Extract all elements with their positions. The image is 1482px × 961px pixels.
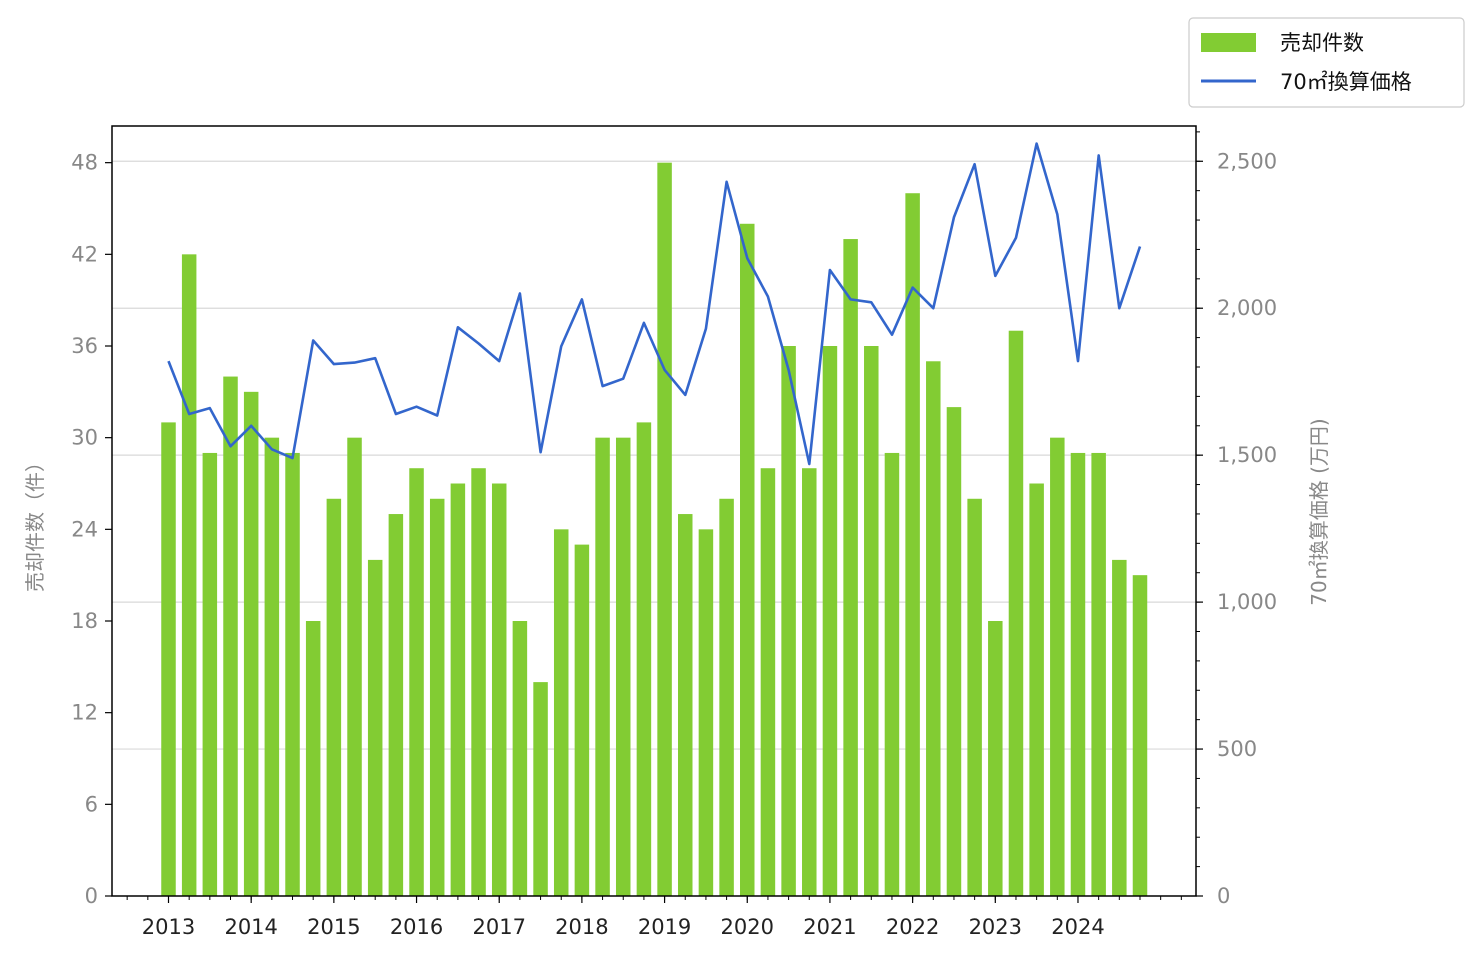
y-left-tick-label-4: 24 (71, 517, 98, 541)
bar-35 (884, 452, 900, 896)
x-tick-label-4: 2017 (472, 915, 525, 939)
bar-40 (988, 621, 1003, 896)
bar-31 (802, 468, 817, 896)
bar-27 (719, 498, 734, 896)
bar-44 (1070, 452, 1086, 896)
y-right-tick-label-1: 500 (1217, 737, 1257, 761)
bar-10 (367, 559, 383, 896)
y-left-tick-label-7: 42 (71, 242, 98, 266)
bar-25 (678, 514, 693, 896)
x-tick-label-6: 2019 (638, 915, 691, 939)
bar-36 (905, 193, 920, 896)
bar-15 (471, 468, 486, 896)
y-left-tick-label-6: 36 (71, 334, 98, 358)
legend-box (1188, 17, 1465, 108)
bar-42 (1029, 483, 1044, 896)
bar-0 (161, 422, 176, 896)
bar-13 (429, 498, 445, 896)
legend-label-sales-count: 売却件数 (1280, 31, 1364, 55)
bar-22 (615, 437, 631, 896)
legend-label-price: 70㎡換算価格 (1280, 70, 1412, 94)
bar-34 (864, 346, 879, 896)
y-right-tick-label-3: 1,500 (1217, 443, 1277, 467)
x-tick-label-2: 2015 (307, 915, 360, 939)
bar-16 (491, 483, 507, 896)
bar-45 (1091, 452, 1106, 896)
price-line (167, 142, 1142, 466)
bar-47 (1132, 575, 1148, 896)
bar-9 (347, 437, 362, 896)
bar-23 (636, 422, 652, 896)
bar-46 (1112, 559, 1127, 896)
y-right-tick-label-5: 2,500 (1217, 149, 1277, 173)
bar-20 (574, 544, 590, 896)
x-tick-label-7: 2020 (721, 915, 774, 939)
bar-7 (305, 621, 321, 896)
bar-24 (657, 162, 672, 896)
bar-28 (740, 223, 755, 896)
bar-8 (326, 498, 342, 896)
bar-26 (698, 529, 714, 896)
bar-12 (409, 468, 424, 896)
plot-frame (111, 125, 1197, 897)
bar-32 (822, 346, 838, 896)
y-left-tick-label-8: 48 (71, 151, 98, 175)
x-tick-label-8: 2021 (803, 915, 856, 939)
bar-38 (946, 407, 962, 896)
bar-series-sales-count (161, 162, 1148, 897)
bar-43 (1050, 437, 1065, 896)
x-tick-label-9: 2022 (886, 915, 939, 939)
y-right-tick-label-4: 2,000 (1217, 296, 1277, 320)
x-tick-label-0: 2013 (142, 915, 195, 939)
x-tick-label-5: 2018 (555, 915, 608, 939)
y-right-tick-label-0: 0 (1217, 884, 1230, 908)
bar-33 (843, 239, 858, 897)
bar-11 (388, 514, 404, 896)
bar-3 (223, 376, 238, 896)
y-right-tick-label-2: 1,000 (1217, 590, 1277, 614)
legend: 売却件数 70㎡換算価格 (1188, 17, 1465, 108)
y-left-tick-label-3: 18 (71, 609, 98, 633)
y-left-tick-label-0: 0 (85, 884, 98, 908)
bar-4 (243, 391, 259, 896)
line-series-price (167, 142, 1142, 466)
x-tick-label-1: 2014 (224, 915, 277, 939)
bar-29 (760, 468, 776, 896)
bar-39 (967, 498, 982, 896)
bar-41 (1008, 330, 1024, 896)
legend-bar-swatch (1201, 33, 1256, 52)
bar-2 (202, 452, 218, 896)
bar-21 (595, 437, 610, 896)
bar-19 (553, 529, 569, 896)
bar-37 (926, 361, 941, 896)
x-tick-label-10: 2023 (969, 915, 1022, 939)
bar-5 (264, 437, 280, 896)
y-left-tick-label-1: 6 (85, 792, 98, 816)
bar-1 (181, 254, 197, 897)
bar-17 (512, 621, 528, 896)
x-tick-label-3: 2016 (390, 915, 443, 939)
y-right-axis-title: 70㎡換算価格 (万円) (1307, 418, 1331, 605)
y-left-tick-label-5: 30 (71, 426, 98, 450)
y-left-tick-label-2: 12 (71, 701, 98, 725)
bar-14 (450, 483, 466, 896)
axis-ticks: 0 6 12 18 24 30 36 42 48 0 500 1,000 1,500 2,000 2,500… (71, 131, 1277, 939)
y-left-axis-title: 売却件数（件） (23, 452, 47, 592)
bar-18 (533, 682, 548, 896)
bar-30 (781, 346, 796, 896)
x-tick-label-11: 2024 (1051, 915, 1104, 939)
bar-6 (285, 452, 300, 896)
